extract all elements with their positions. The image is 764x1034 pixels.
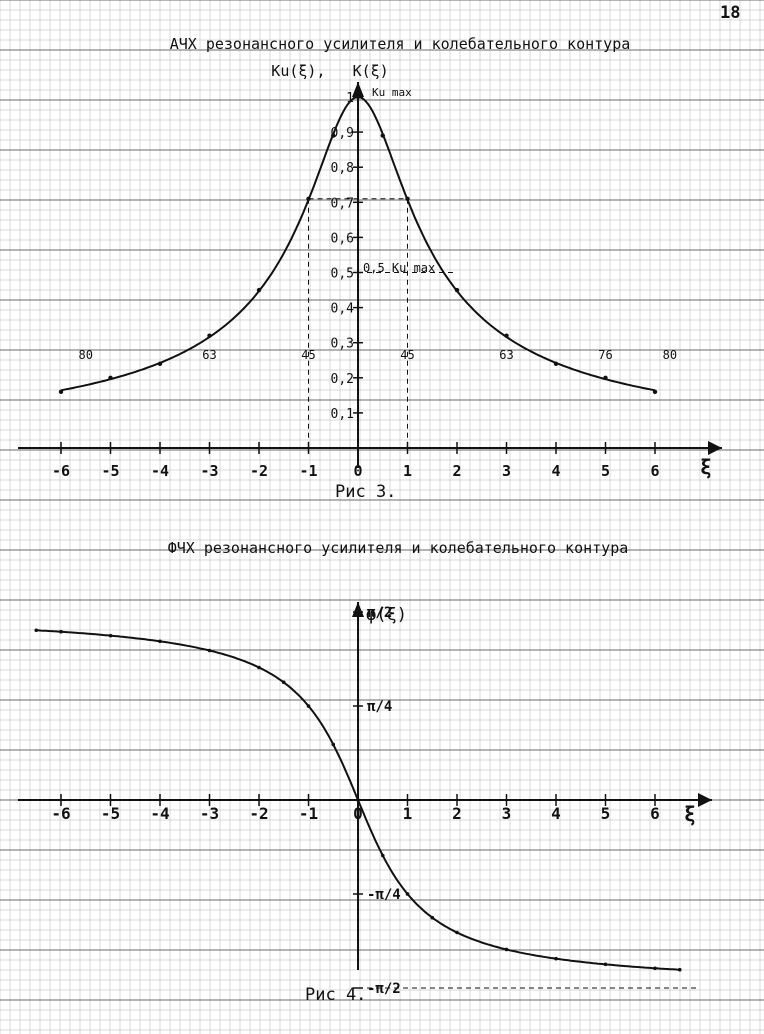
phase-point [331, 742, 336, 747]
phase-chart: ФЧХ резонансного усилителя и колебательн… [18, 539, 712, 1005]
y-tick-label: 0,4 [331, 302, 355, 317]
amplitude-point [380, 133, 385, 138]
phase-point [455, 930, 459, 935]
amplitude-point [108, 375, 113, 380]
figure-4-caption: Рис 4. [305, 985, 366, 1005]
phase-x-axis-label: ξ [684, 802, 696, 826]
y-tick-label: 0,1 [331, 407, 354, 422]
x-tick-label: -5 [101, 462, 119, 480]
phase-y-arrow [352, 602, 364, 617]
y-tick-label: π/4 [367, 699, 392, 715]
phase-angle-label: 80 [79, 348, 93, 362]
phase-x-arrow [698, 793, 712, 807]
x-tick-label: 0 [353, 462, 362, 480]
figure-3-caption: Рис 3. [335, 482, 396, 502]
phase-point [677, 967, 682, 972]
amplitude-point [553, 361, 559, 366]
amplitude-y-axis-label: Ku(ξ), K(ξ) [271, 62, 388, 80]
x-tick-label: 5 [601, 462, 610, 480]
phase-point [108, 633, 113, 638]
phase-point [504, 947, 509, 952]
y-tick-label: -π/2 [367, 981, 401, 997]
x-tick-label: 3 [502, 462, 511, 480]
amplitude-point [207, 333, 212, 338]
x-tick-label: -2 [249, 804, 268, 823]
y-tick-label: 0,2 [331, 372, 354, 387]
phase-point [653, 966, 657, 971]
y-tick-label: -π/4 [367, 887, 401, 903]
x-tick-label: -4 [150, 804, 169, 823]
y-tick-label: 0,5 [331, 267, 354, 282]
amplitude-chart: АЧХ резонансного усилителя и колебательн… [18, 35, 722, 502]
amplitude-point [504, 333, 509, 338]
x-tick-label: 2 [452, 462, 461, 480]
amplitude-point [603, 375, 608, 380]
x-tick-label: -4 [151, 462, 169, 480]
y-tick-label: 1 [346, 91, 354, 106]
x-tick-label: -6 [52, 462, 70, 480]
x-tick-label: -6 [51, 804, 70, 823]
phase-angle-label: 76 [598, 348, 612, 362]
amplitude-chart-title: АЧХ резонансного усилителя и колебательн… [170, 35, 631, 53]
x-tick-label: -5 [101, 804, 120, 823]
y-tick-label: 0,3 [331, 337, 354, 352]
x-tick-label: 5 [601, 804, 611, 823]
x-tick-label: -3 [200, 804, 219, 823]
page-number: 18 [720, 3, 740, 23]
y-tick-label: 0,9 [331, 126, 354, 141]
phase-point [34, 628, 39, 633]
x-tick-label: 2 [452, 804, 462, 823]
phase-point [306, 704, 311, 708]
phase-point [603, 962, 608, 967]
phase-y-axis-label: φ(ξ) [366, 605, 407, 625]
phase-point [59, 629, 63, 634]
phase-point [380, 853, 385, 858]
phase-point [257, 665, 261, 670]
amplitude-point [652, 389, 658, 395]
phase-angle-label: 80 [663, 348, 677, 362]
y-tick-label: π/2 [367, 605, 392, 621]
y-tick-label: 0,6 [331, 231, 354, 246]
amplitude-point [454, 287, 460, 293]
phase-angle-label: 63 [202, 348, 216, 362]
phase-point [158, 639, 162, 644]
kmax-label: Ku max [372, 86, 412, 99]
x-tick-label: -2 [250, 462, 268, 480]
phase-angle-label: 63 [499, 348, 513, 362]
x-tick-label: -3 [200, 462, 218, 480]
x-tick-label: 6 [650, 804, 660, 823]
y-tick-label: 0,7 [331, 196, 354, 211]
x-tick-label: 1 [403, 462, 412, 480]
phase-point [430, 915, 435, 920]
amplitude-x-axis-label: ξ [700, 455, 712, 479]
phase-point [281, 680, 286, 685]
amplitude-point [256, 287, 262, 293]
x-tick-label: 4 [551, 462, 560, 480]
x-tick-label: -1 [299, 804, 318, 823]
amplitude-point [405, 196, 410, 201]
phase-point [554, 956, 558, 961]
phase-chart-title: ФЧХ резонансного усилителя и колебательн… [168, 539, 629, 557]
amplitude-point [306, 196, 311, 201]
phase-point [356, 798, 360, 802]
amplitude-x-arrow [708, 441, 722, 455]
amplitude-point [58, 389, 64, 395]
amplitude-point [355, 94, 361, 100]
y-tick-label: 0,8 [331, 161, 354, 176]
half-power-label: 0,5 Ku max [363, 261, 435, 275]
amplitude-point [157, 361, 163, 366]
x-tick-label: 6 [650, 462, 659, 480]
x-tick-label: 3 [502, 804, 512, 823]
amplitude-point [331, 133, 336, 138]
x-tick-label: 4 [551, 804, 561, 823]
amplitude-y-arrow [352, 82, 364, 97]
x-tick-label: -1 [299, 462, 317, 480]
x-tick-label: 1 [403, 804, 413, 823]
phase-point [207, 648, 212, 653]
phase-point [405, 892, 410, 896]
